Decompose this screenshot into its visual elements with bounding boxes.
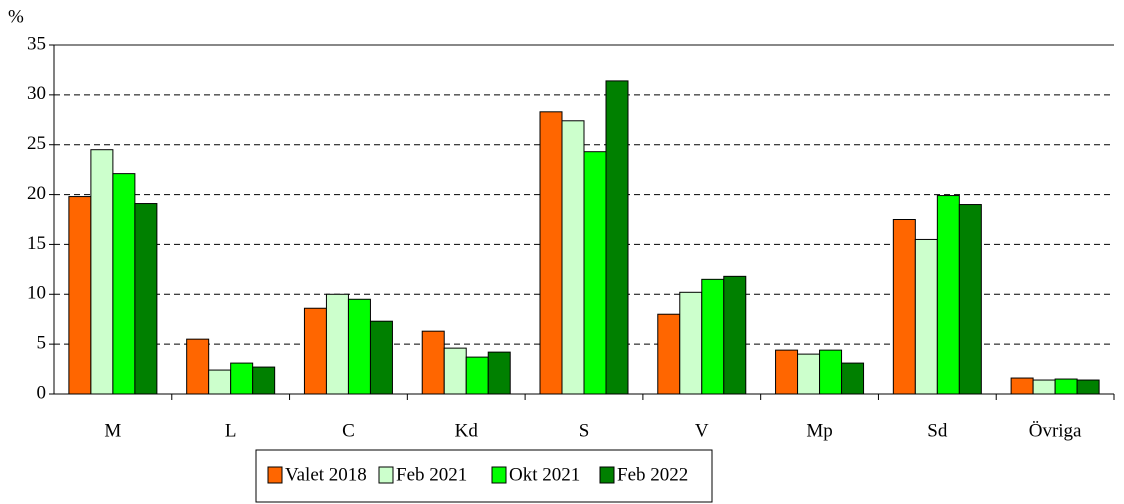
bar <box>369 320 393 395</box>
bar <box>775 349 799 395</box>
legend-label: Okt 2021 <box>509 464 580 485</box>
bar <box>252 366 276 395</box>
bar <box>561 120 585 395</box>
legend-label: Valet 2018 <box>285 464 367 485</box>
bar <box>112 173 136 395</box>
x-tick-label: Sd <box>927 420 948 441</box>
bar <box>657 313 681 395</box>
bar <box>819 349 843 395</box>
bar <box>958 204 982 395</box>
y-tick-label: 0 <box>37 382 47 403</box>
bar <box>347 298 371 395</box>
legend-label: Feb 2022 <box>617 464 688 485</box>
legend-swatch <box>267 466 283 484</box>
bar <box>679 291 703 395</box>
legend-box <box>255 449 713 503</box>
y-tick-label: 5 <box>37 333 47 354</box>
x-tick-label: Mp <box>806 420 832 441</box>
bar <box>1054 378 1078 395</box>
bar <box>325 293 349 395</box>
legend-swatch <box>491 466 507 484</box>
y-tick-label: 20 <box>27 183 46 204</box>
bar <box>443 347 467 395</box>
x-tick-label: C <box>342 420 355 441</box>
legend-swatch <box>378 466 394 484</box>
x-tick-label: Övriga <box>1029 420 1082 441</box>
bar <box>841 362 865 395</box>
x-tick-label: L <box>225 420 237 441</box>
bar <box>90 149 114 395</box>
bar <box>936 195 960 395</box>
bar <box>230 362 254 395</box>
bar <box>134 203 158 395</box>
x-tick-label: V <box>695 420 709 441</box>
bar <box>465 356 489 395</box>
y-tick-label: 35 <box>27 33 46 54</box>
bar <box>723 275 747 395</box>
bar <box>605 80 629 395</box>
bar <box>1032 379 1056 395</box>
y-tick-label: 10 <box>27 283 46 304</box>
bar <box>797 353 821 395</box>
bar <box>487 351 511 395</box>
x-tick-label: Kd <box>455 420 479 441</box>
bar <box>892 219 916 395</box>
x-tick-label: M <box>104 420 121 441</box>
bar <box>539 111 563 395</box>
bar <box>208 369 232 395</box>
bar <box>1076 379 1100 395</box>
y-tick-label: 15 <box>27 233 46 254</box>
bar <box>421 330 445 395</box>
bar <box>68 196 92 395</box>
legend-swatch <box>599 466 615 484</box>
y-tick-label: 30 <box>27 83 46 104</box>
bar <box>914 238 938 395</box>
bar <box>701 278 725 395</box>
bar <box>1010 377 1034 395</box>
y-tick-label: 25 <box>27 133 46 154</box>
bar <box>303 307 327 395</box>
legend-label: Feb 2021 <box>396 464 467 485</box>
x-tick-label: S <box>579 420 590 441</box>
bar <box>186 338 210 395</box>
bar <box>583 151 607 395</box>
y-axis-label: % <box>8 6 24 27</box>
